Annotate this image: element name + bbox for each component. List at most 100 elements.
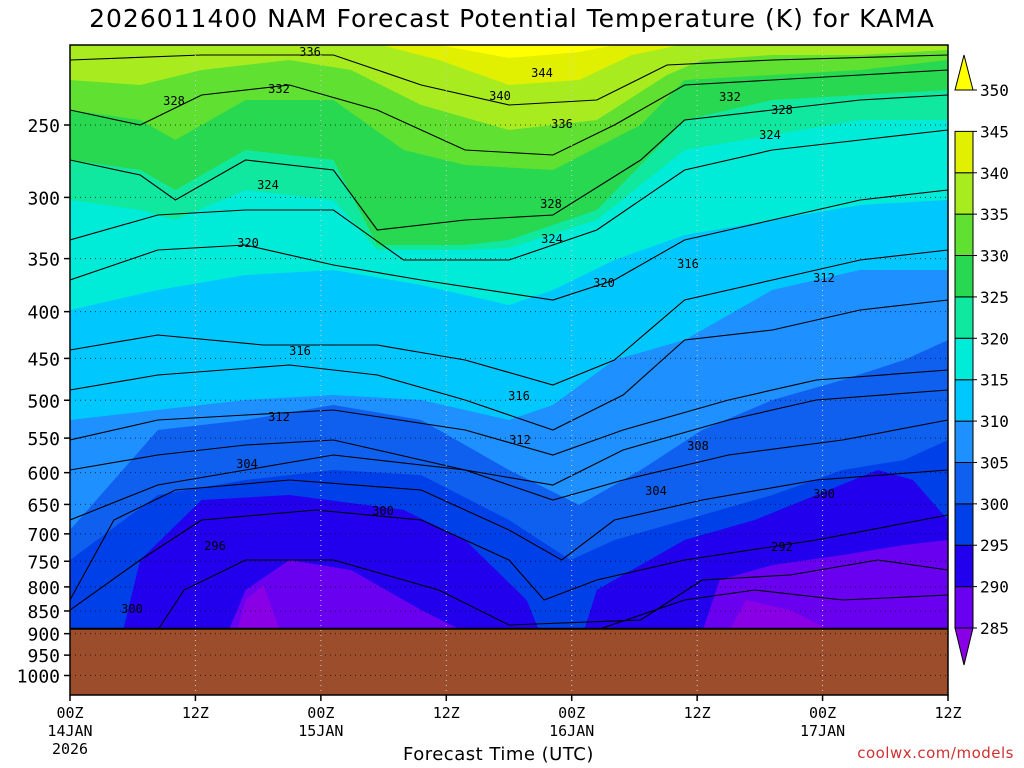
y-tick-label: 800	[27, 578, 60, 599]
contour-label: 300	[813, 487, 835, 501]
colorbar-swatch	[954, 296, 974, 339]
colorbar-swatch	[954, 130, 974, 174]
x-tick-label: 15JAN	[298, 722, 343, 740]
x-tick-label: 17JAN	[800, 722, 845, 740]
colorbar-label: 325	[980, 288, 1009, 307]
contour-line-4	[70, 249, 948, 386]
colorbar-swatch	[954, 54, 974, 91]
contour-label: 316	[508, 389, 530, 403]
y-tick-label: 600	[27, 464, 60, 485]
contour-label: 300	[121, 602, 143, 616]
y-tick-label: 950	[27, 646, 60, 667]
y-tick-label: 450	[27, 349, 60, 370]
contour-line-12	[70, 509, 948, 611]
contour-label: 316	[289, 344, 311, 358]
contour-label: 328	[540, 197, 562, 211]
y-tick-label: 500	[27, 391, 60, 412]
y-tick-label: 550	[27, 429, 60, 450]
contour-label: 312	[509, 433, 531, 447]
colorbar-label: 330	[980, 247, 1009, 266]
colorbar-label: 285	[980, 619, 1009, 638]
contour-line-1	[70, 389, 948, 486]
x-tick-label: 12Z	[433, 704, 460, 722]
colorbar-label: 295	[980, 536, 1009, 555]
chart-title: 2026011400 NAM Forecast Potential Temper…	[89, 4, 935, 33]
contour-line-11	[70, 469, 948, 601]
contour-label: 316	[677, 257, 699, 271]
contour-label: 336	[551, 117, 573, 131]
colorbar-swatch	[954, 337, 974, 381]
x-tick-label: 2026	[52, 740, 88, 758]
contour-line-10	[70, 419, 948, 521]
y-tick-label: 850	[27, 602, 60, 623]
contour-label: 328	[163, 94, 185, 108]
colorbar-swatch	[954, 255, 974, 298]
y-tick-label: 1000	[17, 667, 60, 688]
field-layers: 336 344 328 332 340 336 332 328 324 324 328 324 320 3…	[70, 45, 948, 695]
contour-label: 304	[236, 457, 258, 471]
contour-label: 324	[759, 128, 781, 142]
y-tick-label: 250	[27, 116, 60, 137]
y-tick-label: 400	[27, 303, 60, 324]
contour-label: 296	[204, 539, 226, 553]
colorbar-label: 305	[980, 453, 1009, 472]
contour-line-3	[70, 299, 948, 431]
colorbar-label: 345	[980, 122, 1009, 141]
contour-line-13	[157, 559, 948, 631]
y-tick-label: 900	[27, 625, 60, 646]
colorbar-swatch	[954, 544, 974, 588]
colorbar-label: 320	[980, 329, 1009, 348]
contour-label: 308	[687, 439, 709, 453]
colorbar-label: 300	[980, 495, 1009, 514]
contour-label: 324	[541, 232, 563, 246]
colorbar-swatch	[954, 627, 974, 666]
colorbar-swatch	[954, 586, 974, 629]
colorbar-label: 350	[980, 81, 1009, 100]
colorbar-swatch	[954, 420, 974, 463]
contour-label: 344	[531, 66, 553, 80]
contour-line-14	[596, 589, 948, 631]
contour-line-8	[70, 69, 948, 156]
contour-label: 320	[237, 236, 259, 250]
contour-label: 320	[593, 276, 615, 290]
contour-label: 332	[268, 82, 290, 96]
y-tick-label: 700	[27, 525, 60, 546]
colorbar-swatch	[954, 213, 974, 257]
upper-field-6	[70, 45, 948, 130]
x-tick-label: 14JAN	[47, 722, 92, 740]
contour-label: 304	[645, 484, 667, 498]
x-tick-label: 00Z	[558, 704, 585, 722]
x-tick-label: 16JAN	[549, 722, 594, 740]
upper-field-7	[381, 45, 680, 85]
colorbar-label: 290	[980, 578, 1009, 597]
x-tick-label: 12Z	[182, 704, 209, 722]
y-tick-label: 750	[27, 552, 60, 573]
contour-line-6	[70, 129, 948, 261]
contour-label: 340	[489, 89, 511, 103]
x-axis-label: Forecast Time (UTC)	[403, 744, 594, 765]
contour-line-7	[70, 94, 948, 231]
colorbar-swatch	[954, 379, 974, 422]
y-tick-label: 300	[27, 188, 60, 209]
y-tick-label: 350	[27, 250, 60, 271]
colorbar-label: 310	[980, 412, 1009, 431]
contour-label: 336	[299, 45, 321, 59]
colorbar-swatch	[954, 461, 974, 505]
credit-text: coolwx.com/models	[857, 744, 1014, 762]
contour-label: 300	[372, 504, 394, 518]
contour-label: 328	[771, 103, 793, 117]
x-tick-label: 12Z	[684, 704, 711, 722]
x-tick-label: 12Z	[934, 704, 961, 722]
contour-label: 292	[771, 540, 793, 554]
contour-line-2	[70, 369, 948, 456]
plot-frame	[69, 44, 949, 696]
colorbar-label: 335	[980, 205, 1009, 224]
x-tick-label: 00Z	[307, 704, 334, 722]
y-tick-label: 650	[27, 495, 60, 516]
x-tick-label: 00Z	[809, 704, 836, 722]
upper-field-8	[438, 45, 615, 58]
contour-line-5	[70, 189, 948, 301]
contour-label: 312	[813, 271, 835, 285]
colorbar-swatch	[954, 172, 974, 215]
